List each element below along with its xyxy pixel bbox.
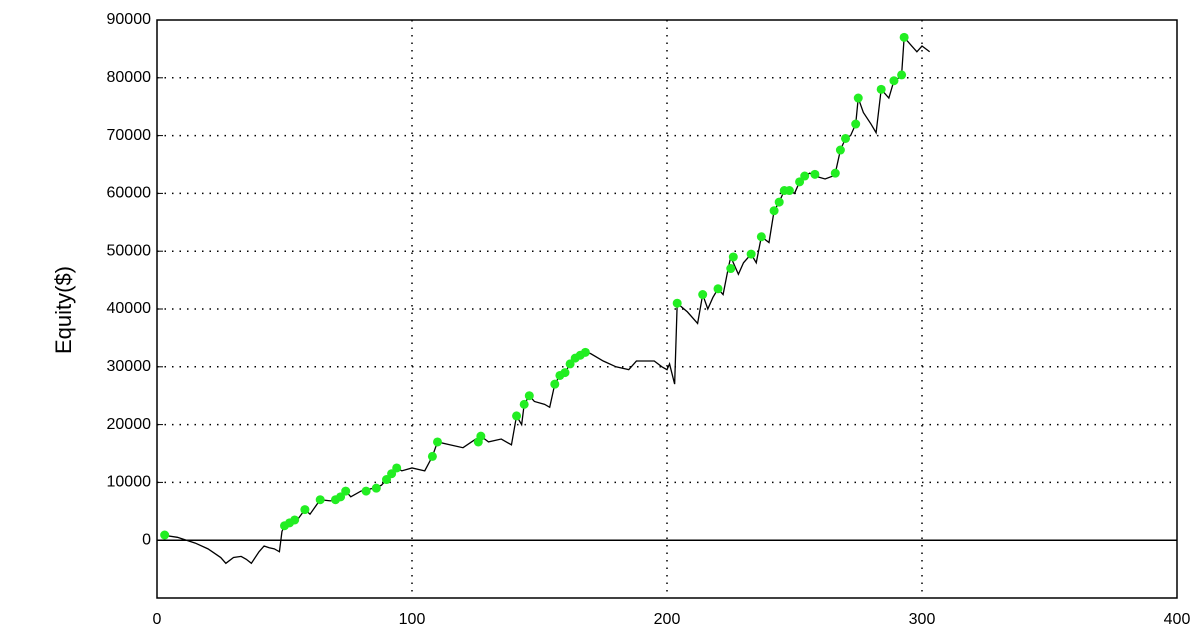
- new-high-marker: [512, 411, 522, 421]
- y-tick-label: 50000: [107, 242, 152, 259]
- new-high-marker: [427, 451, 437, 461]
- new-high-marker: [580, 347, 590, 357]
- new-high-marker: [899, 32, 909, 42]
- x-tick-label: 100: [399, 611, 426, 628]
- new-high-marker: [387, 469, 397, 479]
- new-high-marker: [315, 495, 325, 505]
- new-high-marker: [830, 168, 840, 178]
- new-high-marker: [746, 249, 756, 259]
- new-high-marker: [853, 93, 863, 103]
- new-high-marker: [433, 437, 442, 447]
- new-high-marker: [290, 515, 300, 525]
- new-high-marker: [382, 475, 391, 485]
- x-tick-label: 400: [1164, 611, 1191, 628]
- new-high-marker: [361, 486, 371, 496]
- new-high-marker: [810, 169, 820, 179]
- new-high-marker: [728, 252, 738, 262]
- y-tick-label: 10000: [107, 474, 152, 491]
- y-tick-label: 80000: [107, 69, 152, 86]
- x-tick-label: 200: [654, 611, 681, 628]
- new-high-marker: [698, 290, 708, 300]
- equity-line: [162, 35, 931, 565]
- y-axis-label: Equity($): [51, 266, 76, 354]
- new-high-marker: [476, 431, 486, 441]
- y-tick-label: 30000: [107, 358, 152, 375]
- y-tick-label: 90000: [107, 11, 152, 28]
- new-high-marker: [160, 530, 170, 540]
- new-high-marker: [769, 206, 779, 216]
- new-high-marker: [795, 177, 805, 187]
- new-high-marker: [300, 505, 310, 515]
- y-tick-label: 40000: [107, 300, 152, 317]
- y-tick-label: 0: [142, 531, 151, 548]
- new-high-marker: [784, 186, 794, 196]
- new-high-marker: [851, 119, 861, 129]
- new-high-marker: [774, 197, 784, 207]
- new-high-marker: [713, 284, 723, 294]
- y-tick-label: 70000: [107, 127, 152, 144]
- new-high-marker: [672, 298, 682, 308]
- new-high-marker: [371, 483, 381, 493]
- new-high-marker: [560, 368, 570, 378]
- y-tick-label: 20000: [107, 416, 152, 433]
- new-high-marker: [726, 264, 736, 274]
- x-tick-label: 300: [909, 611, 936, 628]
- new-high-marker: [519, 399, 529, 409]
- new-high-marker: [800, 171, 810, 181]
- new-high-marker: [841, 133, 850, 143]
- new-high-marker: [876, 84, 886, 94]
- new-high-marker: [550, 379, 560, 389]
- new-high-marker: [889, 76, 899, 86]
- new-high-marker: [897, 70, 907, 80]
- new-high-marker: [835, 145, 845, 155]
- new-high-marker: [392, 463, 402, 473]
- new-high-marker: [524, 391, 534, 401]
- new-high-marker: [336, 492, 346, 502]
- y-tick-label: 60000: [107, 185, 152, 202]
- new-high-marker: [341, 486, 351, 496]
- new-high-marker: [756, 232, 766, 242]
- new-high-marker: [565, 359, 575, 369]
- x-tick-label: 0: [153, 611, 162, 628]
